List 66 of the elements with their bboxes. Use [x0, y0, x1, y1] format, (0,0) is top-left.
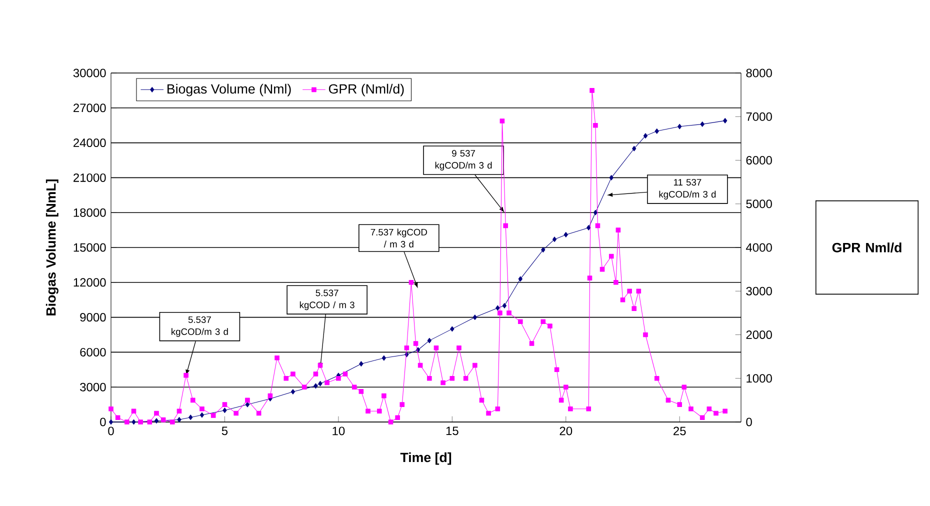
y-tick-label: 18000: [74, 208, 106, 217]
y2-tick-label: 6000: [746, 156, 772, 165]
x-tick-label: 0: [108, 426, 114, 436]
point: [502, 302, 507, 308]
point: [593, 210, 598, 216]
y-tick-label: 6000: [80, 348, 106, 356]
y2-tick-label: 4000: [746, 243, 772, 252]
point: [564, 232, 568, 238]
y-tick-label: 9000: [80, 313, 106, 322]
annotation: 9 537 kgCOD/m 3 d: [435, 150, 492, 170]
point: [472, 314, 477, 320]
y2-tick-label: 3000: [746, 286, 772, 296]
point: [108, 419, 114, 425]
y-tick-label: 24000: [74, 138, 106, 148]
x-tick-label: 25: [674, 426, 686, 436]
point: [700, 122, 704, 127]
x-axis-title: Time [d]: [400, 452, 452, 465]
y-tick-label: 30000: [73, 68, 106, 78]
x-tick-label: 5: [222, 426, 228, 436]
point: [678, 124, 682, 130]
point: [632, 146, 636, 152]
x-tick-label: 10: [332, 426, 345, 436]
point: [450, 326, 454, 332]
point: [586, 225, 591, 230]
y2-tick-label: 8000: [746, 68, 772, 78]
annotation: 5.537 kgCOD / m 3: [300, 290, 354, 310]
point: [643, 133, 648, 138]
point: [609, 175, 614, 180]
point: [723, 118, 728, 124]
y2-tick-label: 0: [746, 418, 752, 426]
y-axis-title: Biogas Volume [NmL]: [46, 179, 58, 316]
annotation: 5.537 kgCOD/m 3 d: [172, 316, 228, 337]
y-tick-label: 21000: [74, 173, 106, 182]
point: [552, 236, 557, 242]
point: [177, 417, 182, 422]
point: [154, 418, 159, 424]
x-tick-label: 20: [560, 426, 572, 436]
point: [541, 247, 546, 252]
point: [382, 355, 386, 361]
point: [318, 380, 322, 386]
y-tick-label: 27000: [74, 104, 106, 112]
point: [188, 414, 193, 420]
y-tick-label: 15000: [74, 243, 106, 252]
legend-label: Biogas Volume (Nml): [168, 84, 291, 96]
point: [222, 408, 227, 414]
point: [359, 361, 364, 366]
point: [290, 389, 296, 394]
annotation: 11 537 kgCOD/m 3 d: [659, 178, 716, 200]
x-tick-label: 15: [446, 426, 458, 436]
point: [496, 305, 500, 311]
y2-tick-label: 5000: [746, 200, 772, 208]
y-tick-label: 0: [100, 418, 106, 426]
annotation: 7.537 kgCOD / m 3 d: [370, 228, 427, 248]
point: [427, 338, 432, 344]
point: [314, 383, 318, 389]
y-tick-label: 3000: [80, 382, 106, 392]
legend-label: GPR (Nml/d): [328, 84, 404, 96]
y2-tick-label: 7000: [746, 112, 772, 121]
y2-tick-label: 2000: [746, 330, 772, 340]
y2-axis-title: GPR Nml/d: [832, 242, 902, 252]
point: [654, 128, 659, 134]
point: [132, 419, 136, 425]
y-tick-label: 12000: [74, 278, 106, 287]
y2-tick-label: 1000: [746, 374, 772, 383]
point: [200, 412, 204, 418]
point: [518, 276, 522, 282]
